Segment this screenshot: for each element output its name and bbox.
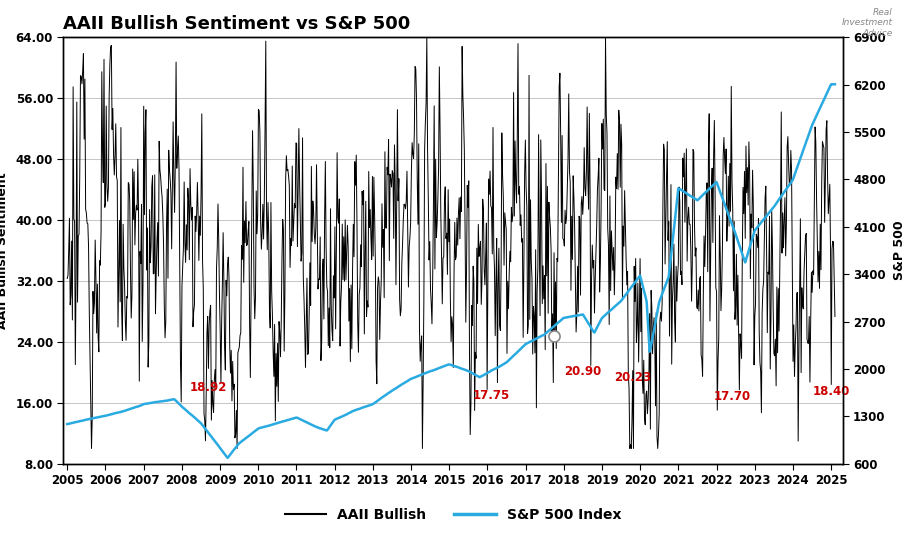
- Text: 20.90: 20.90: [564, 366, 602, 378]
- Text: AAII Bullish Sentiment vs S&P 500: AAII Bullish Sentiment vs S&P 500: [63, 15, 410, 33]
- Text: 17.70: 17.70: [713, 390, 750, 403]
- Text: 17.75: 17.75: [473, 390, 510, 402]
- Legend: AAII Bullish, S&P 500 Index: AAII Bullish, S&P 500 Index: [279, 502, 627, 527]
- Text: 18.92: 18.92: [190, 381, 227, 393]
- Y-axis label: S&P 500: S&P 500: [892, 221, 906, 280]
- Y-axis label: AAII Bullish Sentiment: AAII Bullish Sentiment: [0, 172, 9, 329]
- Text: Real
Investment
Advice: Real Investment Advice: [842, 8, 892, 38]
- Text: 20.23: 20.23: [614, 370, 651, 384]
- Text: 18.40: 18.40: [813, 384, 850, 398]
